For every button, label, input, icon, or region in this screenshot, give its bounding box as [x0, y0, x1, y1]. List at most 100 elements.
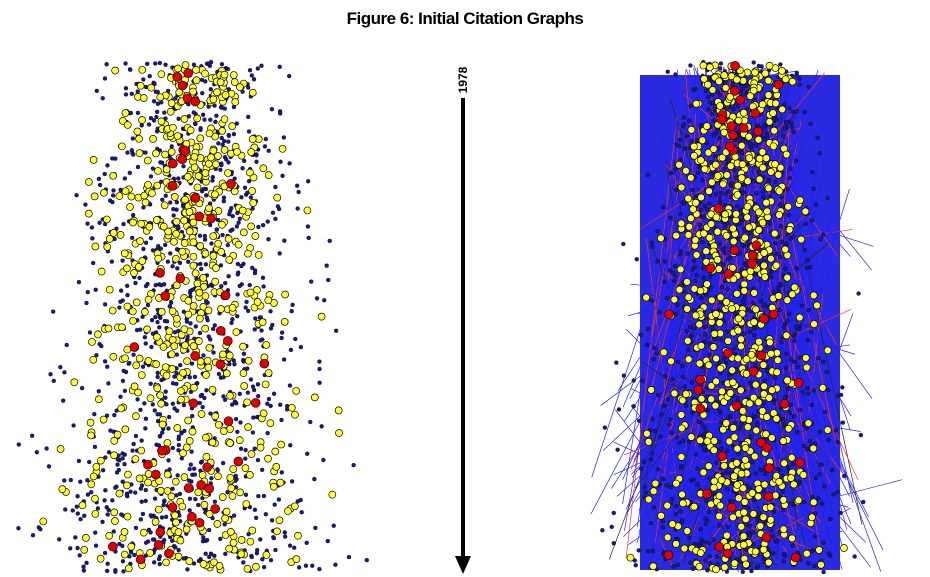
node — [795, 313, 804, 322]
node — [700, 239, 705, 245]
node — [230, 78, 239, 86]
node — [660, 525, 666, 530]
node — [735, 94, 746, 105]
node — [774, 292, 783, 300]
node — [133, 127, 142, 136]
node — [686, 347, 691, 352]
node — [725, 286, 730, 292]
node — [138, 517, 144, 522]
node — [249, 199, 258, 207]
node — [228, 492, 237, 500]
node — [218, 536, 223, 542]
node — [730, 559, 739, 568]
node — [751, 300, 756, 305]
node — [260, 557, 265, 562]
node — [135, 110, 141, 115]
node — [688, 103, 693, 109]
node — [314, 296, 320, 301]
node — [788, 77, 797, 86]
node — [259, 409, 268, 418]
node — [614, 360, 619, 365]
node — [779, 437, 788, 445]
node — [104, 62, 109, 67]
node — [317, 359, 322, 364]
node — [751, 305, 760, 314]
node — [717, 451, 728, 462]
node — [759, 513, 768, 522]
node — [747, 329, 752, 335]
node — [243, 447, 248, 453]
node — [699, 61, 708, 70]
node — [153, 540, 164, 550]
node — [177, 80, 188, 91]
node — [752, 332, 757, 338]
node — [769, 142, 778, 151]
node — [103, 243, 112, 251]
node — [269, 107, 275, 112]
node — [232, 362, 237, 367]
node — [771, 400, 777, 405]
node — [204, 315, 210, 320]
node — [149, 344, 154, 350]
node — [673, 511, 679, 517]
node — [292, 387, 301, 395]
node — [102, 550, 108, 556]
node — [233, 473, 238, 478]
node — [762, 430, 770, 438]
node — [85, 289, 90, 295]
node — [225, 490, 230, 495]
node — [139, 528, 148, 537]
node — [709, 145, 718, 153]
node — [732, 401, 742, 411]
node — [707, 296, 716, 305]
node — [46, 464, 52, 469]
node — [703, 558, 708, 563]
node — [794, 430, 800, 435]
node — [788, 166, 793, 171]
node — [807, 438, 813, 444]
node — [178, 502, 187, 511]
node — [706, 540, 712, 545]
node — [251, 415, 256, 420]
node — [163, 193, 168, 198]
node — [791, 234, 796, 239]
node — [122, 176, 127, 181]
node — [725, 448, 730, 453]
node — [228, 208, 233, 214]
node — [264, 454, 272, 463]
node — [258, 338, 263, 343]
node — [177, 387, 185, 395]
node — [702, 247, 711, 255]
node — [793, 378, 804, 388]
node — [756, 63, 762, 69]
node — [713, 508, 718, 514]
node — [319, 424, 324, 429]
node — [779, 239, 785, 244]
node — [716, 102, 724, 110]
node — [312, 476, 317, 482]
node — [135, 134, 143, 143]
node — [747, 259, 757, 269]
node — [766, 503, 775, 512]
node — [746, 505, 752, 510]
node — [687, 324, 693, 329]
node — [826, 437, 831, 443]
node — [783, 266, 788, 272]
node — [775, 466, 780, 472]
node — [189, 449, 194, 454]
node — [786, 212, 791, 218]
node — [135, 354, 144, 363]
node — [331, 523, 336, 528]
node — [703, 339, 708, 344]
node — [747, 380, 753, 386]
node — [817, 472, 822, 477]
node — [668, 170, 674, 176]
node — [160, 201, 169, 210]
node — [152, 360, 161, 369]
node — [116, 231, 125, 239]
node — [816, 496, 821, 501]
node — [273, 193, 282, 202]
node — [754, 398, 763, 407]
node — [784, 351, 789, 357]
node — [840, 420, 846, 425]
